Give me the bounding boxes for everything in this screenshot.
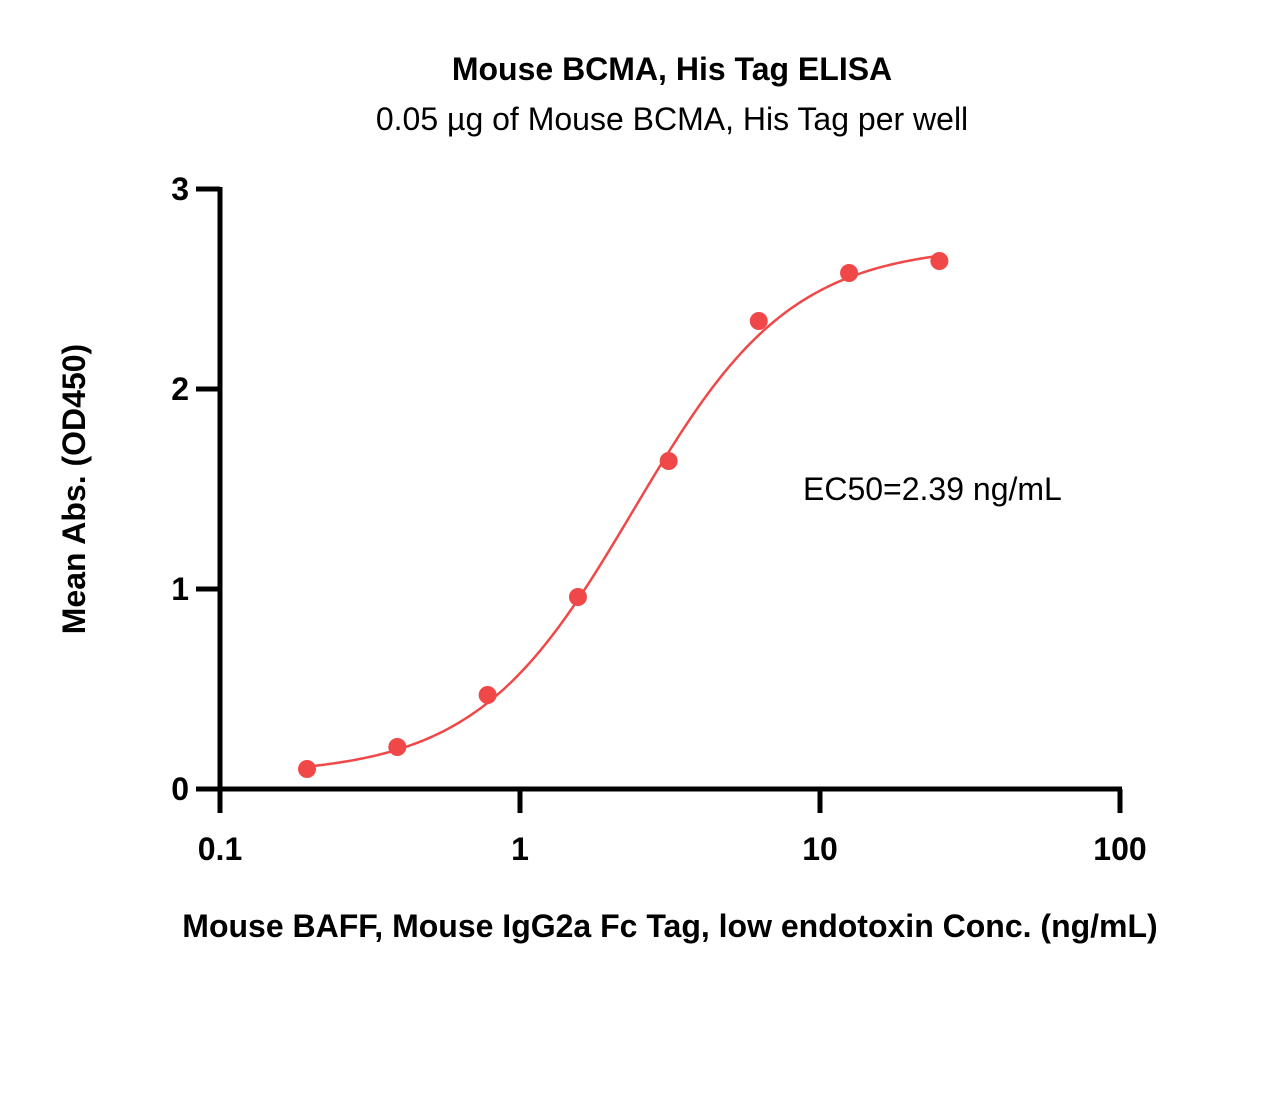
y-ticks: 0 1 2 3 [171, 171, 220, 807]
y-tick-label: 0 [171, 771, 189, 807]
data-point [388, 738, 407, 756]
x-ticks: 0.1 1 10 100 [198, 789, 1147, 867]
x-tick-label: 0.1 [198, 831, 242, 867]
y-tick-label: 3 [171, 171, 189, 207]
fit-curve [306, 254, 940, 768]
chart-subtitle: 0.05 µg of Mouse BCMA, His Tag per well [376, 101, 968, 137]
data-points [298, 252, 949, 778]
data-point [478, 686, 497, 704]
ec50-annotation: EC50=2.39 ng/mL [803, 471, 1062, 507]
data-point [298, 760, 317, 778]
data-point [749, 312, 768, 330]
x-tick-label: 10 [802, 831, 838, 867]
x-tick-label: 1 [511, 831, 529, 867]
chart-title: Mouse BCMA, His Tag ELISA [452, 51, 892, 87]
x-axis-title: Mouse BAFF, Mouse IgG2a Fc Tag, low endo… [182, 908, 1157, 944]
data-point [840, 264, 859, 282]
y-axis-title: Mean Abs. (OD450) [56, 344, 92, 634]
x-tick-label: 100 [1093, 831, 1146, 867]
data-point [568, 588, 587, 606]
y-tick-label: 2 [171, 371, 189, 407]
y-tick-label: 1 [171, 571, 189, 607]
data-point [659, 452, 678, 470]
data-point [930, 252, 949, 270]
